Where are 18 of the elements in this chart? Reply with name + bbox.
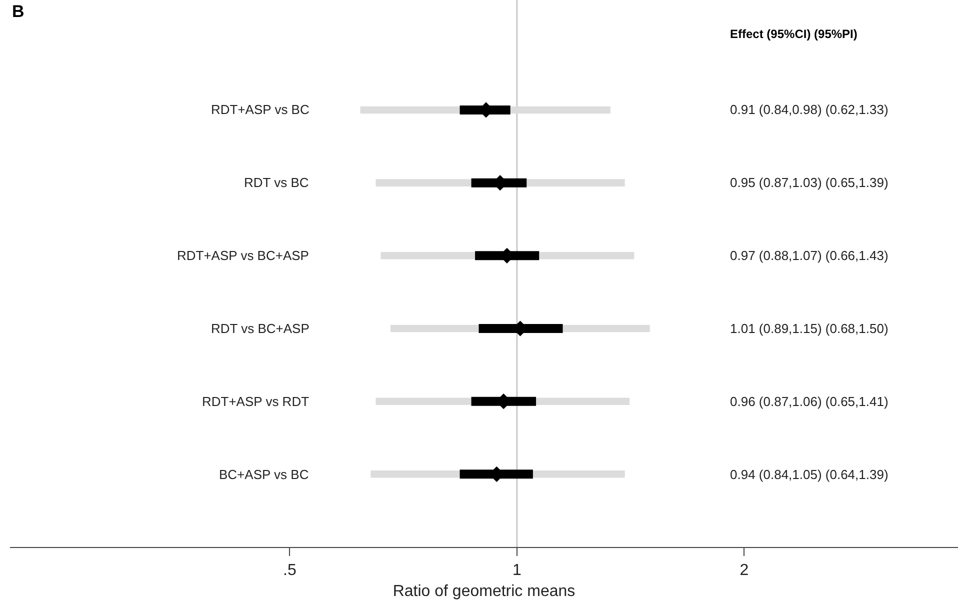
annotation: 0.95 (0.87,1.03) (0.65,1.39): [730, 175, 888, 190]
annotation: 0.96 (0.87,1.06) (0.65,1.41): [730, 394, 888, 409]
x-tick-label: 2: [740, 562, 749, 580]
x-axis-title: Ratio of geometric means: [392, 582, 576, 600]
y-tick-label: BC+ASP vs BC: [219, 467, 309, 482]
annotation: 1.01 (0.89,1.15) (0.68,1.50): [730, 321, 888, 336]
annotation: 0.97 (0.88,1.07) (0.66,1.43): [730, 248, 888, 263]
text: Effect (95%CI) (95%PI): [730, 27, 858, 41]
x-tick-label: .5: [283, 562, 296, 580]
y-tick-label: RDT+ASP vs BC+ASP: [177, 248, 309, 263]
text: B: [12, 2, 24, 21]
annotation: 0.94 (0.84,1.05) (0.64,1.39): [730, 467, 888, 482]
x-tick-label: 1: [512, 562, 522, 580]
y-tick-label: RDT+ASP vs RDT: [202, 394, 310, 409]
y-tick-label: RDT vs BC+ASP: [211, 321, 310, 336]
y-tick-label: RDT+ASP vs BC: [211, 102, 310, 117]
y-tick-label: RDT vs BC: [244, 175, 309, 190]
annotation: 0.91 (0.84,0.98) (0.62,1.33): [730, 102, 888, 117]
